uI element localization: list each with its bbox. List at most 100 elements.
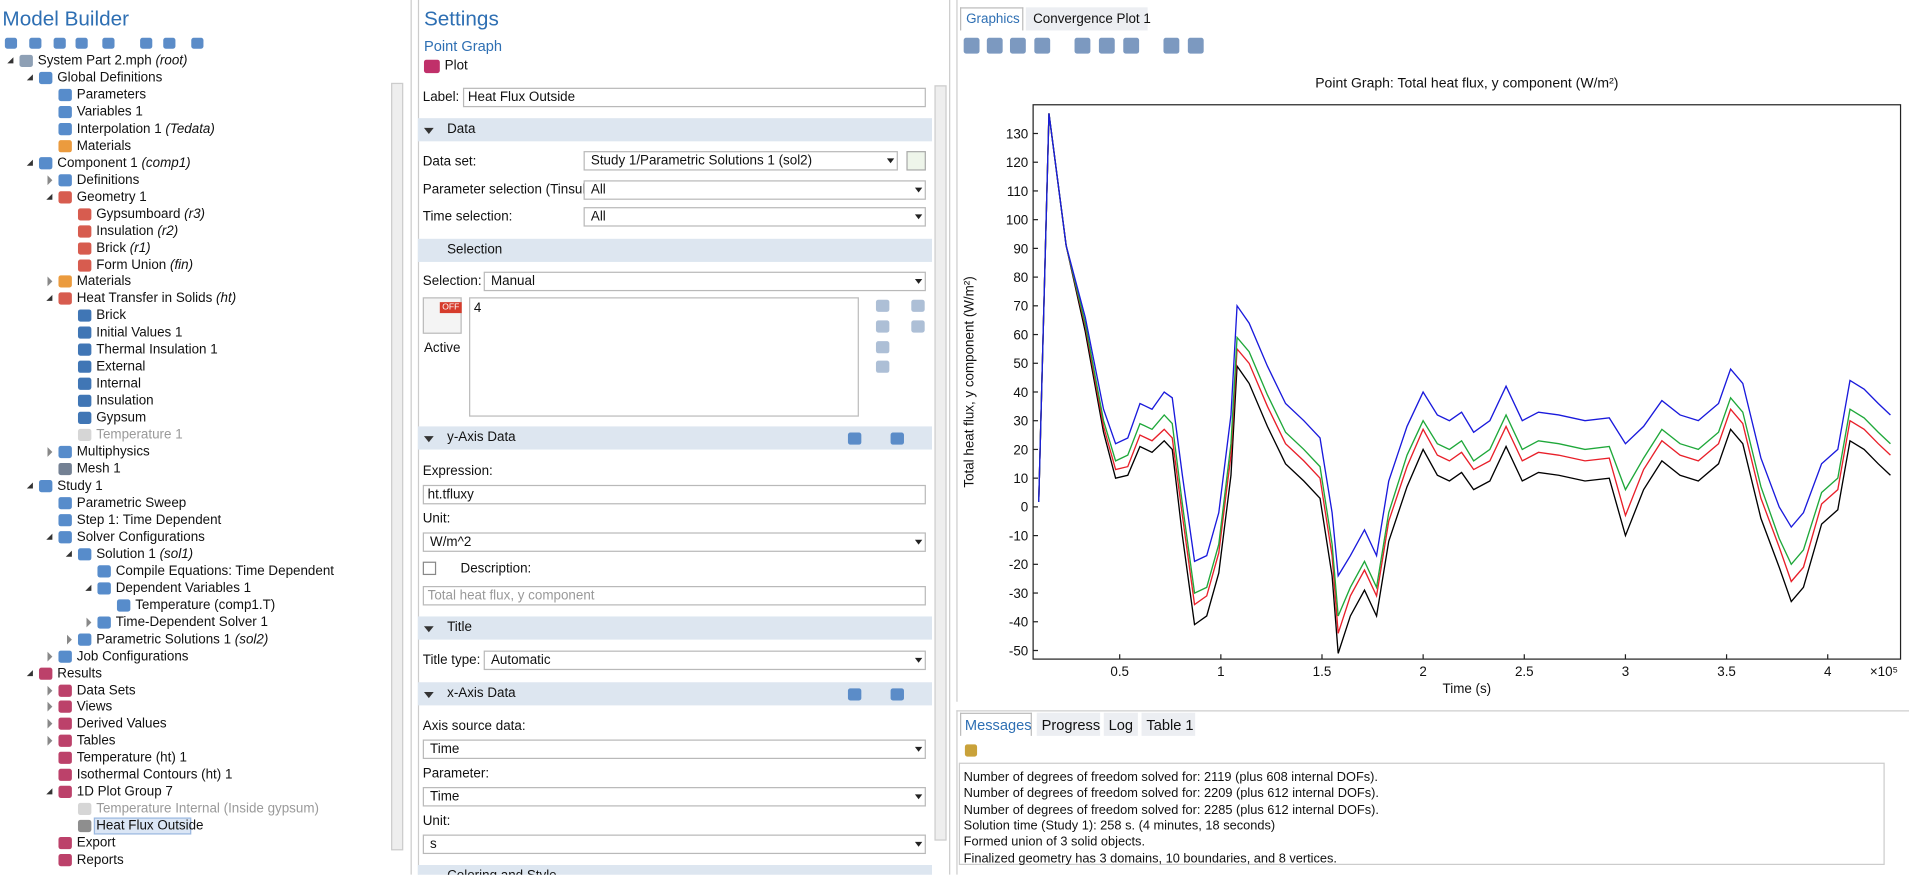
icon-button[interactable] <box>906 151 925 170</box>
toolbar-button[interactable] <box>964 38 980 54</box>
clear-button[interactable] <box>965 744 977 756</box>
dropdown[interactable] <box>423 532 926 551</box>
toolbar-button[interactable] <box>54 38 66 49</box>
toolbar-button[interactable] <box>876 361 889 373</box>
tree-item[interactable]: Results <box>57 665 102 682</box>
expand-toggle[interactable] <box>48 702 53 712</box>
collapse-toggle[interactable] <box>424 626 434 632</box>
tree-item[interactable]: Internal <box>96 376 141 393</box>
toolbar-button[interactable] <box>848 688 861 700</box>
tree-item[interactable]: Brick <box>96 307 126 324</box>
toolbar-button[interactable] <box>1034 38 1050 54</box>
section-header[interactable] <box>418 616 932 639</box>
tree-item[interactable]: Initial Values 1 <box>96 325 182 342</box>
dropdown[interactable] <box>423 787 926 806</box>
tree-item[interactable]: Export <box>77 835 116 852</box>
tree-item[interactable]: Parametric Solutions 1 (sol2) <box>96 631 268 648</box>
tree-item[interactable]: Time-Dependent Solver 1 <box>116 614 268 631</box>
expand-toggle[interactable] <box>67 634 72 644</box>
tree-item[interactable]: Variables 1 <box>77 103 143 120</box>
expand-toggle[interactable] <box>48 175 53 185</box>
tree-item[interactable]: Temperature (ht) 1 <box>77 750 187 767</box>
expand-toggle[interactable] <box>66 550 72 556</box>
tree-item[interactable]: Form Union (fin) <box>96 256 193 273</box>
expand-toggle[interactable] <box>48 447 53 457</box>
plot-icon[interactable] <box>424 60 440 73</box>
tree-item[interactable]: Step 1: Time Dependent <box>77 512 222 529</box>
toolbar-button[interactable] <box>191 38 203 49</box>
collapse-toggle[interactable] <box>424 128 434 134</box>
tree-item[interactable]: Temperature (comp1.T) <box>135 597 275 614</box>
tree-item[interactable]: Insulation <box>96 393 153 410</box>
dropdown[interactable] <box>423 740 926 759</box>
selection-list[interactable] <box>469 297 859 416</box>
expand-toggle[interactable] <box>27 482 33 488</box>
tree-item[interactable]: 1D Plot Group 7 <box>77 784 173 801</box>
tree-item[interactable]: Component 1 (comp1) <box>57 154 190 171</box>
toolbar-button[interactable] <box>1123 38 1139 54</box>
tree-item[interactable]: External <box>96 359 145 376</box>
toolbar-button[interactable] <box>102 38 114 49</box>
toolbar-button[interactable] <box>911 320 924 332</box>
text-field[interactable] <box>423 485 926 504</box>
tree-item[interactable]: Geometry 1 <box>77 188 147 205</box>
tree-item[interactable]: Multiphysics <box>77 444 150 461</box>
toolbar-button[interactable] <box>163 38 175 49</box>
tree-item[interactable]: Temperature Internal (Inside gypsum) <box>96 801 319 818</box>
tree-item[interactable]: Heat Flux Outside <box>96 818 203 835</box>
tree-item[interactable]: Solver Configurations <box>77 529 205 546</box>
tree-item[interactable]: Job Configurations <box>77 648 189 665</box>
tree-item[interactable]: Parametric Sweep <box>77 495 186 512</box>
toolbar-button[interactable] <box>891 432 904 444</box>
checkbox[interactable] <box>423 562 436 575</box>
dropdown[interactable] <box>584 207 926 226</box>
toolbar-button[interactable] <box>1010 38 1026 54</box>
section-header[interactable] <box>418 118 932 141</box>
toolbar-button[interactable] <box>1188 38 1204 54</box>
scrollbar[interactable] <box>391 83 403 851</box>
collapse-toggle[interactable] <box>424 692 434 698</box>
expand-toggle[interactable] <box>46 295 52 301</box>
toolbar-button[interactable] <box>876 341 889 353</box>
expand-toggle[interactable] <box>48 651 53 661</box>
tree-item[interactable]: Gypsumboard (r3) <box>96 205 205 222</box>
toolbar-button[interactable] <box>876 320 889 332</box>
toolbar-button[interactable] <box>76 38 88 49</box>
tree-item[interactable]: Solution 1 (sol1) <box>96 546 193 563</box>
scrollbar[interactable] <box>934 85 946 840</box>
expand-toggle[interactable] <box>48 277 53 287</box>
expand-toggle[interactable] <box>27 159 33 165</box>
tree-item[interactable]: Reports <box>77 852 124 869</box>
tree-item[interactable]: Dependent Variables 1 <box>116 580 251 597</box>
tree-item[interactable]: System Part 2.mph (root) <box>38 52 188 69</box>
dropdown[interactable] <box>584 180 926 199</box>
toolbar-button[interactable] <box>876 300 889 312</box>
toolbar-button[interactable] <box>848 432 861 444</box>
tree-item[interactable]: Global Definitions <box>57 69 162 86</box>
expand-toggle[interactable] <box>7 57 13 63</box>
toolbar-button[interactable] <box>1163 38 1179 54</box>
tree-item[interactable]: Derived Values <box>77 716 167 733</box>
toolbar-button[interactable] <box>29 38 41 49</box>
expand-toggle[interactable] <box>48 736 53 746</box>
toolbar-button[interactable] <box>140 38 152 49</box>
tree-item[interactable]: Data Sets <box>77 682 136 699</box>
toolbar-button[interactable] <box>1099 38 1115 54</box>
tree-item[interactable]: Gypsum <box>96 410 146 427</box>
tree-item[interactable]: Definitions <box>77 171 140 188</box>
toolbar-button[interactable] <box>911 300 924 312</box>
tree-item[interactable]: Brick (r1) <box>96 239 150 256</box>
toolbar-button[interactable] <box>987 38 1003 54</box>
expand-toggle[interactable] <box>48 719 53 729</box>
collapse-toggle[interactable] <box>424 436 434 442</box>
tree-item[interactable]: Views <box>77 699 113 716</box>
toolbar-button[interactable] <box>5 38 17 49</box>
tree-item[interactable]: Insulation (r2) <box>96 222 178 239</box>
expand-toggle[interactable] <box>46 533 52 539</box>
tree-item[interactable]: Parameters <box>77 86 146 103</box>
toolbar-button[interactable] <box>891 688 904 700</box>
expand-toggle[interactable] <box>85 584 91 590</box>
dropdown[interactable] <box>484 272 926 291</box>
tree-item[interactable]: Materials <box>77 273 131 290</box>
expand-toggle[interactable] <box>48 685 53 695</box>
